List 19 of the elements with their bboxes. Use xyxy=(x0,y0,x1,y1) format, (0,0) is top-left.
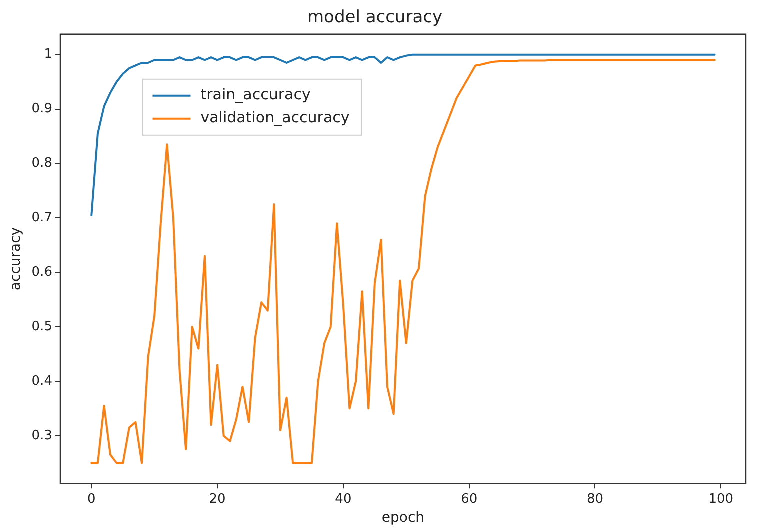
x-tick-label: 80 xyxy=(586,492,604,507)
legend-label: validation_accuracy xyxy=(200,108,350,127)
y-tick-label: 0.8 xyxy=(32,156,52,172)
x-axis-title: epoch xyxy=(382,510,425,526)
y-tick-label: 0.5 xyxy=(32,319,52,334)
x-tick-label: 100 xyxy=(708,492,734,507)
y-tick-label: 0.9 xyxy=(32,102,52,117)
y-tick-label: 0.4 xyxy=(32,374,52,389)
y-tick-label: 0.7 xyxy=(32,210,52,226)
chart-title: model accuracy xyxy=(307,8,443,28)
y-tick-label: 0.3 xyxy=(32,428,52,444)
y-axis-title: accuracy xyxy=(8,227,24,291)
y-tick-label: 1 xyxy=(44,47,52,62)
x-tick-label: 0 xyxy=(87,492,96,507)
legend-label: train_accuracy xyxy=(200,86,311,104)
x-tick-label: 40 xyxy=(335,492,352,507)
x-tick-label: 60 xyxy=(461,492,478,507)
y-tick-label: 0.6 xyxy=(32,264,52,280)
x-tick-label: 20 xyxy=(209,492,226,507)
